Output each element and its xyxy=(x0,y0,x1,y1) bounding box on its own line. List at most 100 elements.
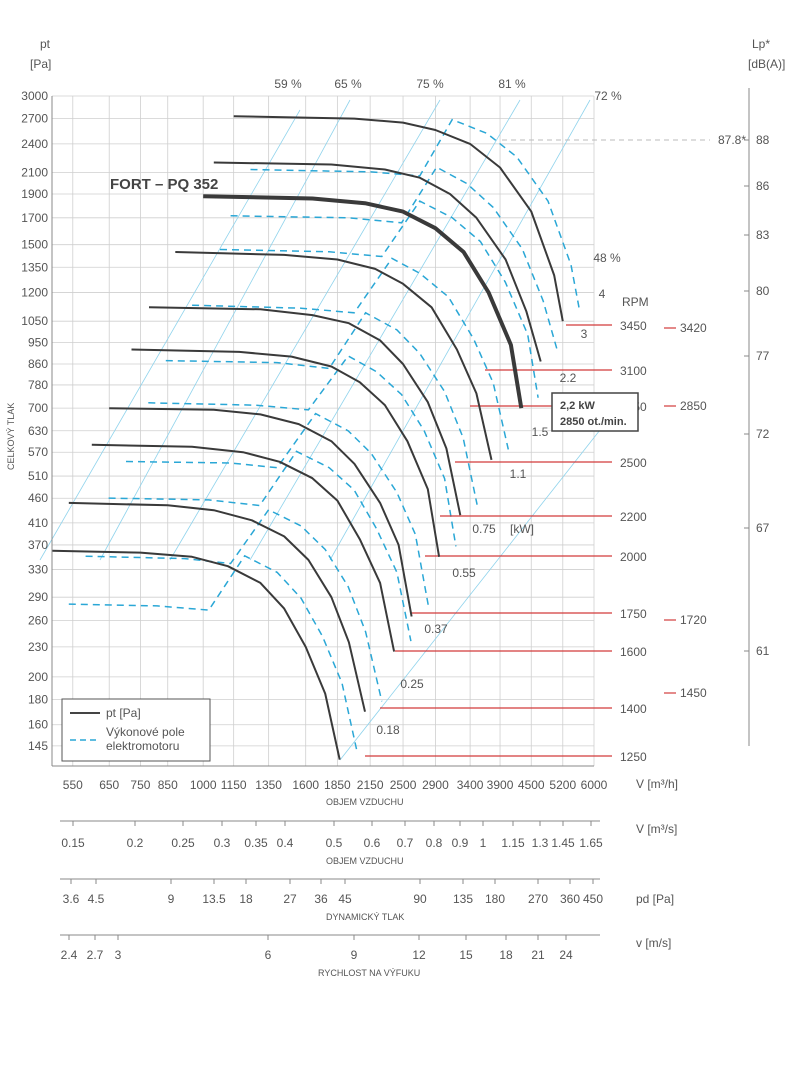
secondary-tick-label: 9 xyxy=(351,948,358,962)
secondary-tick-label: 18 xyxy=(239,892,253,906)
power-curve-3450 xyxy=(250,118,581,311)
efficiency-diagonal xyxy=(249,99,521,561)
x-tick-label: 3900 xyxy=(487,778,514,792)
efficiency-label: 81 % xyxy=(498,77,526,91)
rpm-label: 1600 xyxy=(620,645,647,659)
x-tick-label: 1350 xyxy=(255,778,282,792)
x-tick-label: 2500 xyxy=(390,778,417,792)
secondary-tick-label: 1.15 xyxy=(501,836,525,850)
y-tick-label: 290 xyxy=(28,590,48,604)
rpm-right-label: 1720 xyxy=(680,613,707,627)
y-right-tick-label: 88 xyxy=(756,133,770,147)
performance-curve-1600 xyxy=(91,443,396,652)
y-tick-label: 230 xyxy=(28,640,48,654)
secondary-tick-label: 1 xyxy=(480,836,487,850)
rpm-label: 3450 xyxy=(620,319,647,333)
rpm-label: 3100 xyxy=(620,364,647,378)
y-tick-label: 1200 xyxy=(21,286,48,300)
efficiency-label: 75 % xyxy=(416,77,444,91)
legend-pt: pt [Pa] xyxy=(106,706,141,720)
x-tick-label: 2150 xyxy=(357,778,384,792)
secondary-tick-label: 3 xyxy=(115,948,122,962)
x-axis-1-unit: V [m³/h] xyxy=(636,777,678,791)
secondary-tick-label: 6 xyxy=(265,948,272,962)
secondary-tick-label: 135 xyxy=(453,892,473,906)
efficiency-label: 65 % xyxy=(334,77,362,91)
y-tick-label: 3000 xyxy=(21,89,48,103)
secondary-tick-label: 2.4 xyxy=(61,948,78,962)
efficiency-label: 72 % xyxy=(594,89,622,103)
secondary-tick-label: 13.5 xyxy=(202,892,226,906)
performance-curve-2500 xyxy=(175,251,493,461)
rpm-label: 2500 xyxy=(620,456,647,470)
y-tick-label: 1500 xyxy=(21,238,48,252)
secondary-tick-label: 45 xyxy=(338,892,352,906)
y-tick-label: 200 xyxy=(28,670,48,684)
y-tick-label: 1700 xyxy=(21,211,48,225)
secondary-tick-label: 90 xyxy=(413,892,427,906)
x-tick-label: 550 xyxy=(63,778,83,792)
y-tick-label: 510 xyxy=(28,469,48,483)
secondary-tick-label: 0.15 xyxy=(61,836,85,850)
rpm-header: RPM xyxy=(622,295,649,309)
x-tick-label: 1150 xyxy=(221,778,247,792)
x-tick-label: 5200 xyxy=(549,778,576,792)
y-tick-label: 1050 xyxy=(21,314,48,328)
y-right-tick-label: 83 xyxy=(756,228,770,242)
secondary-tick-label: 0.5 xyxy=(326,836,343,850)
rpm-right-label: 2850 xyxy=(680,399,707,413)
y-right-tick-label: 80 xyxy=(756,284,770,298)
rpm-label: 1400 xyxy=(620,702,647,716)
secondary-tick-label: 36 xyxy=(314,892,328,906)
axes: 3000270024002100190017001500135012001050… xyxy=(21,88,770,962)
secondary-tick-label: 21 xyxy=(531,948,545,962)
y-right-marker: 87.8* xyxy=(718,133,746,147)
performance-curve-2850 xyxy=(203,194,524,409)
secondary-tick-label: 0.2 xyxy=(127,836,144,850)
power-curve-1250 xyxy=(68,554,358,750)
y-tick-label: 180 xyxy=(28,692,48,706)
chart-title: FORT – PQ 352 xyxy=(110,176,218,193)
y-tick-label: 950 xyxy=(28,336,48,350)
callout-box: 2,2 kW 2850 ot./min. xyxy=(551,392,639,432)
secondary-tick-label: 18 xyxy=(499,948,513,962)
y-tick-label: 2100 xyxy=(21,166,48,180)
grid xyxy=(52,95,595,766)
rpm-label: 2000 xyxy=(620,550,647,564)
y-tick-label: 460 xyxy=(28,491,48,505)
secondary-tick-label: 1.3 xyxy=(532,836,549,850)
kw-label: 0.75 xyxy=(472,522,496,536)
performance-curve-2000 xyxy=(131,348,441,557)
y-tick-label: 570 xyxy=(28,445,48,459)
power-curve-2500 xyxy=(192,257,510,450)
rpm-lines: 3450 3100 2850 2500 2200 2000 1750 1600 1400 1250… xyxy=(365,287,707,764)
kw-unit: [kW] xyxy=(510,522,534,536)
x-tick-label: 6000 xyxy=(581,778,608,792)
y-tick-label: 780 xyxy=(28,378,48,392)
x-axis-4-unit: v [m/s] xyxy=(636,936,671,950)
secondary-tick-label: 27 xyxy=(283,892,297,906)
y-right-tick-label: 72 xyxy=(756,427,770,441)
secondary-tick-label: 3.6 xyxy=(63,892,80,906)
y-right-tick-label: 61 xyxy=(756,644,770,658)
secondary-tick-label: 1.65 xyxy=(579,836,603,850)
labels: FORT – PQ 352 pt [Pa] CELKOVÝ TLAK Lp* [… xyxy=(6,37,785,978)
performance-curve-2200 xyxy=(148,306,462,516)
y-right-label: Lp* xyxy=(752,37,770,51)
performance-curve-3100 xyxy=(213,161,542,362)
legend-power-1: Výkonové pole xyxy=(106,725,185,739)
secondary-tick-label: 0.6 xyxy=(364,836,381,850)
secondary-tick-label: 12 xyxy=(412,948,426,962)
kw-label: 2.2 xyxy=(560,371,577,385)
y-right-tick-label: 86 xyxy=(756,179,770,193)
performance-curve-1750 xyxy=(109,407,413,617)
x-tick-label: 1850 xyxy=(324,778,351,792)
secondary-tick-label: 360 xyxy=(560,892,580,906)
efficiency-diagonal xyxy=(339,429,601,761)
secondary-tick-label: 2.7 xyxy=(87,948,104,962)
x-axis-4-title: RYCHLOST NA VÝFUKU xyxy=(318,968,420,978)
secondary-tick-label: 24 xyxy=(559,948,573,962)
y-left-unit: [Pa] xyxy=(30,57,51,71)
y-tick-label: 1350 xyxy=(21,260,48,274)
x-axis-2-unit: V [m³/s] xyxy=(636,822,677,836)
